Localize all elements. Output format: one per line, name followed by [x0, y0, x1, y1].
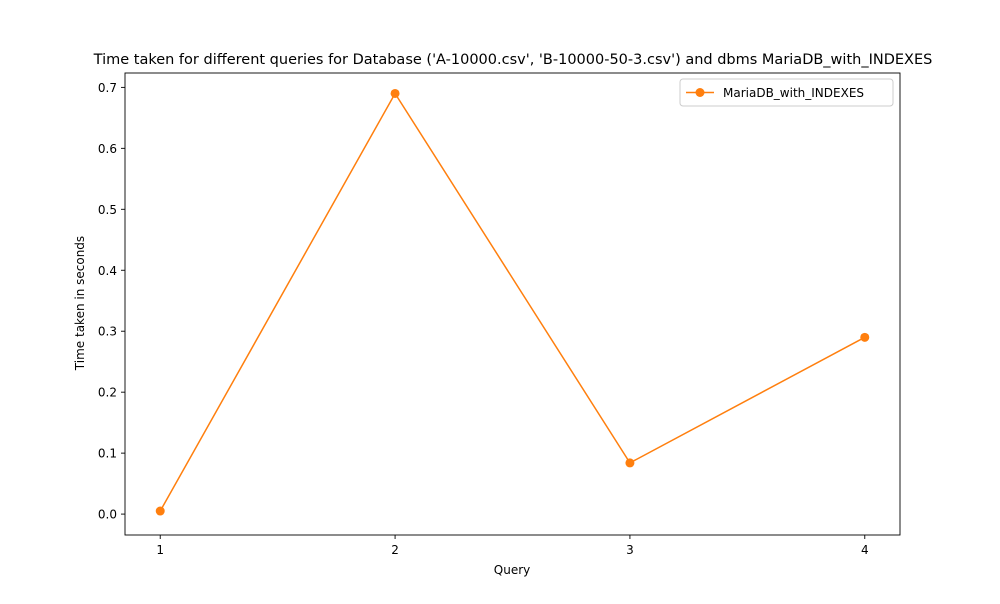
- legend-marker: [695, 88, 705, 97]
- y-tick-label: 0.5: [98, 203, 117, 217]
- legend-box: [679, 78, 894, 107]
- legend: MariaDB_with_INDEXES: [679, 78, 894, 107]
- y-tick-label: 0.4: [98, 264, 117, 278]
- x-tick-label: 4: [861, 543, 869, 557]
- data-point: [390, 88, 400, 98]
- x-tick-label: 3: [626, 543, 634, 557]
- y-tick-label: 0.3: [98, 325, 117, 339]
- y-axis-label: Time taken in seconds: [73, 236, 87, 371]
- x-tick-label: 2: [391, 543, 399, 557]
- y-tick-label: 0.2: [98, 386, 117, 400]
- x-axis-label: Query: [494, 563, 530, 577]
- y-tick-label: 0.6: [98, 142, 117, 156]
- y-tick-label: 0.7: [98, 81, 117, 95]
- y-tick-label: 0.1: [98, 447, 117, 461]
- data-point: [625, 458, 635, 468]
- y-tick-label: 0.0: [98, 508, 117, 522]
- series-line: [159, 92, 866, 512]
- chart-title: Time taken for different queries for Dat…: [93, 52, 933, 68]
- plot-frame: [124, 72, 901, 536]
- plot-area: [155, 88, 870, 516]
- axes: 1 2 3 4 0.0 0.1 0.2 0.3 0.4 0.5 0.6 0.7: [98, 72, 901, 557]
- data-point: [155, 506, 165, 516]
- legend-label: MariaDB_with_INDEXES: [723, 86, 864, 100]
- x-tick-label: 1: [156, 543, 164, 557]
- data-point: [860, 332, 870, 342]
